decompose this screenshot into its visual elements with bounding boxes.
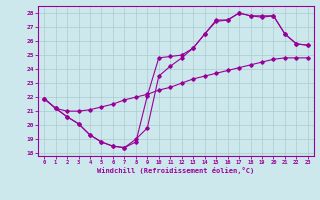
X-axis label: Windchill (Refroidissement éolien,°C): Windchill (Refroidissement éolien,°C) bbox=[97, 167, 255, 174]
